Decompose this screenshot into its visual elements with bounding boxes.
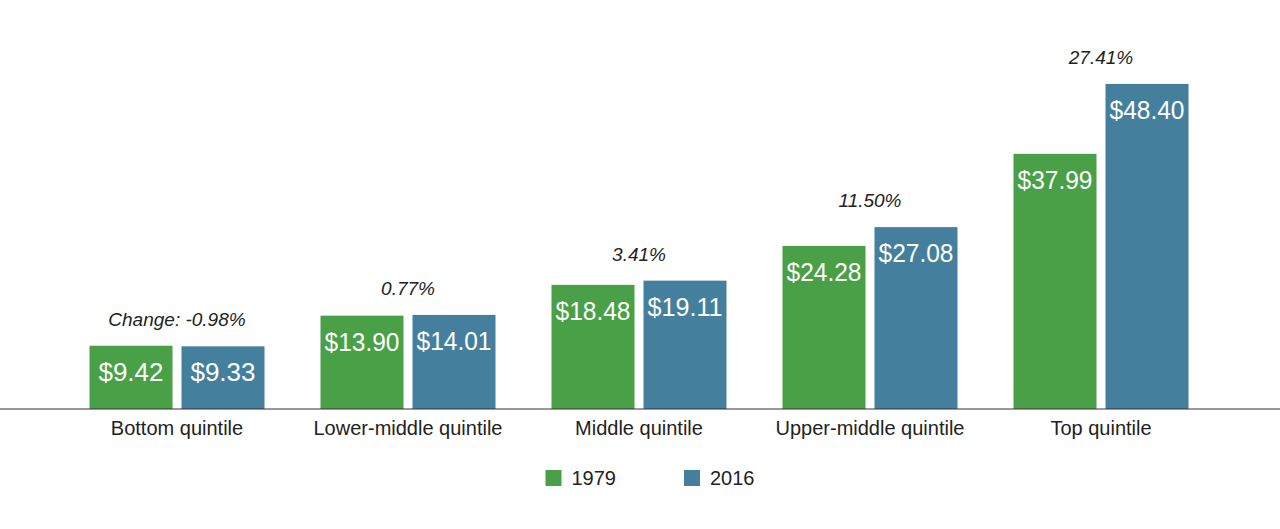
- data-label: $13.90: [325, 327, 400, 357]
- bar: [1014, 154, 1097, 409]
- bar: [1106, 84, 1189, 409]
- annotation: Change: -0.98%: [108, 309, 245, 330]
- annotation: 27.41%: [1068, 47, 1134, 68]
- category-label: Bottom quintile: [111, 417, 243, 439]
- bar: [90, 346, 173, 409]
- legend-swatch: [546, 470, 562, 486]
- legend-swatch: [684, 470, 700, 486]
- bar: [552, 285, 635, 409]
- category-label: Upper-middle quintile: [776, 417, 965, 439]
- bar: [182, 346, 265, 409]
- data-label: $9.33: [190, 357, 255, 387]
- data-label: $9.42: [98, 357, 163, 387]
- annotation: 0.77%: [381, 278, 435, 299]
- annotation: 11.50%: [838, 190, 901, 211]
- data-label: $19.11: [648, 292, 723, 322]
- legend-label: 1979: [572, 467, 617, 489]
- chart: $9.42 $9.33 Bottom quintile Change: -0.98% $…: [0, 0, 1280, 529]
- data-label: $14.01: [417, 326, 492, 356]
- bar: [413, 315, 496, 409]
- legend: 1979 2016: [546, 467, 755, 489]
- legend-label: 2016: [710, 467, 755, 489]
- bar: [783, 246, 866, 409]
- data-label: $37.99: [1018, 165, 1093, 195]
- category-label: Middle quintile: [575, 417, 703, 439]
- data-label: $24.28: [787, 257, 862, 287]
- category-label: Lower-middle quintile: [314, 417, 503, 439]
- data-label: $48.40: [1110, 95, 1185, 125]
- x-axis: [0, 409, 1280, 410]
- bar: [875, 227, 958, 409]
- category-label: Top quintile: [1050, 417, 1151, 439]
- bars: [90, 84, 1189, 409]
- data-label: $18.48: [556, 296, 631, 326]
- bar: [321, 316, 404, 409]
- bar: [644, 281, 727, 409]
- annotation: 3.41%: [612, 244, 666, 265]
- labels: $9.42 $9.33 Bottom quintile Change: -0.98% $…: [98, 47, 1184, 439]
- data-label: $27.08: [879, 238, 954, 268]
